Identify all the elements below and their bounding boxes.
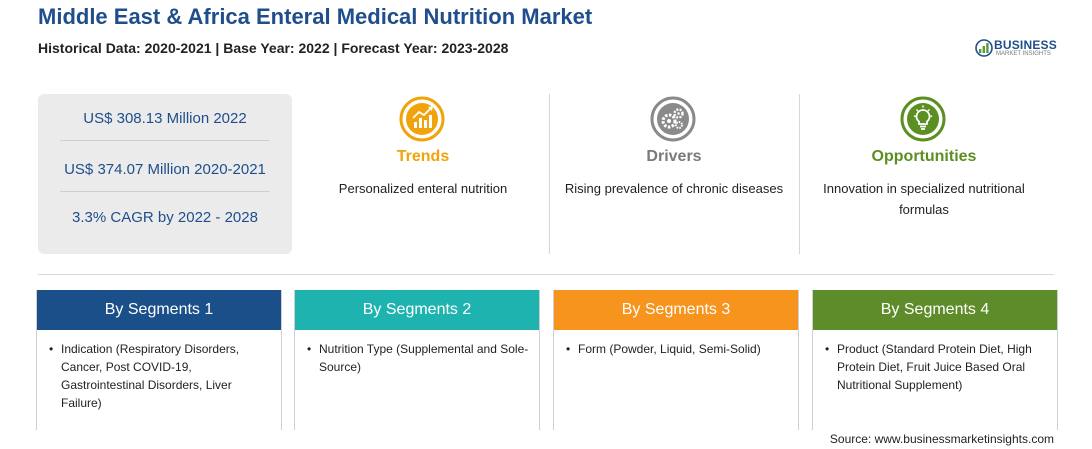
company-logo: BUSINESS MARKET INSIGHTS (974, 36, 1058, 60)
feature-heading: Trends (396, 148, 450, 165)
segment-body: • Form (Powder, Liquid, Semi-Solid) (554, 330, 798, 358)
segment-text: Indication (Respiratory Disorders, Cance… (61, 342, 240, 410)
lightbulb-icon (900, 96, 946, 142)
stat-divider (60, 140, 270, 141)
section-divider (38, 274, 1054, 275)
stat-cagr: 3.3% CAGR by 2022 - 2028 (72, 209, 258, 226)
segment-heading: By Segments 1 (37, 290, 281, 330)
stat-divider (60, 191, 270, 192)
feature-drivers: Drivers Rising prevalence of chronic dis… (554, 92, 794, 252)
segment-text: Product (Standard Protein Diet, High Pro… (837, 342, 1032, 392)
source-note: Source: www.businessmarketinsights.com (829, 432, 1054, 446)
segment-heading: By Segments 2 (295, 290, 539, 330)
segment-text: Form (Powder, Liquid, Semi-Solid) (578, 342, 761, 356)
trend-chart-icon (399, 96, 445, 142)
column-divider (799, 94, 800, 254)
segment-card-1: By Segments 1 • Indication (Respiratory … (36, 290, 282, 430)
segment-heading: By Segments 4 (813, 290, 1057, 330)
segment-card-3: By Segments 3 • Form (Powder, Liquid, Se… (553, 290, 799, 430)
page-subtitle: Historical Data: 2020-2021 | Base Year: … (38, 40, 509, 56)
feature-text: Personalized enteral nutrition (338, 181, 508, 196)
feature-text: Innovation in specialized nutritional fo… (823, 181, 1025, 217)
segment-card-4: By Segments 4 • Product (Standard Protei… (812, 290, 1058, 430)
segment-body: • Indication (Respiratory Disorders, Can… (37, 330, 281, 412)
stat-market-size-2022: US$ 308.13 Million 2022 (83, 110, 247, 127)
logo-tagline: MARKET INSIGHTS (996, 51, 1051, 57)
segment-body: • Nutrition Type (Supplemental and Sole-… (295, 330, 539, 376)
segment-text: Nutrition Type (Supplemental and Sole-So… (319, 342, 529, 374)
bullet: • (825, 342, 830, 356)
stat-market-size-historical: US$ 374.07 Million 2020-2021 (64, 161, 266, 178)
bullet: • (307, 342, 312, 356)
stats-panel: US$ 308.13 Million 2022 US$ 374.07 Milli… (38, 94, 292, 254)
segment-heading: By Segments 3 (554, 290, 798, 330)
feature-heading: Drivers (646, 148, 702, 165)
feature-trends: Trends Personalized enteral nutrition (303, 92, 543, 252)
bullet: • (49, 342, 54, 356)
page-title: Middle East & Africa Enteral Medical Nut… (38, 4, 593, 29)
segment-body: • Product (Standard Protein Diet, High P… (813, 330, 1057, 394)
feature-opportunities: Opportunities Innovation in specialized … (804, 92, 1044, 252)
feature-heading: Opportunities (871, 148, 977, 165)
logo-name: BUSINESS (994, 38, 1057, 52)
bullet: • (566, 342, 571, 356)
column-divider (549, 94, 550, 254)
feature-text: Rising prevalence of chronic diseases (564, 181, 784, 196)
gears-icon (650, 96, 696, 142)
logo-mark-icon (975, 39, 993, 57)
segment-card-2: By Segments 2 • Nutrition Type (Suppleme… (294, 290, 540, 430)
